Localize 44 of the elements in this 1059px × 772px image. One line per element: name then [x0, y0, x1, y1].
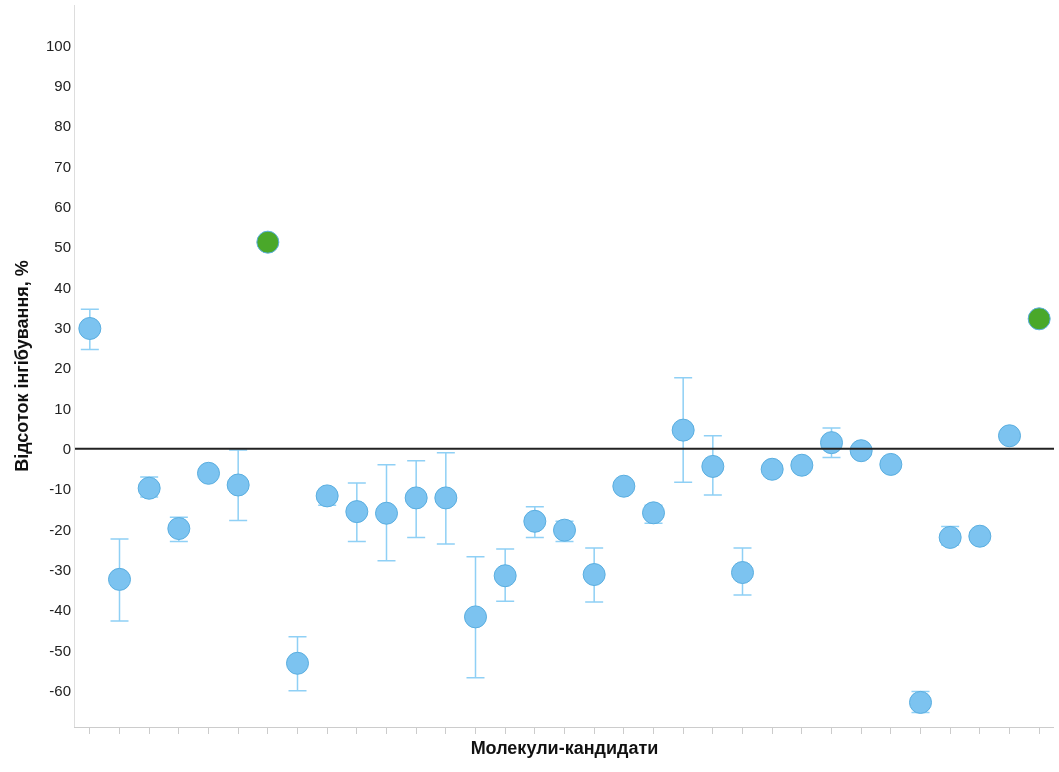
- y-tick-label: 0: [62, 439, 71, 457]
- y-tick-label: 30: [54, 318, 71, 336]
- point: [760, 457, 784, 481]
- point: [434, 486, 458, 510]
- point: [197, 461, 220, 485]
- y-tick-label: -10: [49, 480, 71, 498]
- point: [375, 501, 398, 525]
- y-tick-label: -30: [49, 560, 71, 578]
- point: [256, 230, 280, 254]
- point: [493, 564, 517, 588]
- point: [879, 452, 903, 476]
- point: [968, 524, 992, 548]
- y-tick-label: 40: [54, 278, 71, 296]
- point: [404, 486, 428, 510]
- point: [671, 418, 695, 442]
- point: [523, 509, 547, 533]
- y-tick-label: 70: [54, 157, 71, 175]
- point: [1027, 307, 1051, 331]
- y-tick-label: 60: [54, 197, 71, 215]
- y-tick-label: 50: [54, 238, 71, 256]
- y-tick-label: 10: [54, 399, 71, 417]
- y-tick-label: 80: [54, 117, 71, 135]
- y-tick-label: -60: [49, 681, 71, 699]
- point: [790, 453, 814, 477]
- point: [582, 563, 606, 587]
- y-tick-label: 90: [54, 76, 71, 94]
- point: [612, 474, 636, 498]
- point: [345, 500, 369, 524]
- point: [78, 316, 102, 340]
- y-axis-title: Відсоток інгібування, %: [12, 260, 33, 472]
- point: [108, 567, 131, 591]
- y-tick-label: 100: [45, 36, 71, 54]
- point: [464, 605, 487, 629]
- point: [701, 454, 725, 478]
- y-tick-label: 20: [54, 359, 71, 377]
- point: [998, 424, 1021, 448]
- y-tick-label: -50: [49, 641, 71, 659]
- point: [226, 473, 250, 497]
- point: [315, 484, 339, 508]
- point: [286, 651, 309, 675]
- y-tick-label: -20: [49, 520, 71, 538]
- x-axis-title: Молекули-кандидати: [470, 738, 659, 759]
- point: [731, 561, 754, 585]
- y-tick-label: -40: [49, 601, 71, 619]
